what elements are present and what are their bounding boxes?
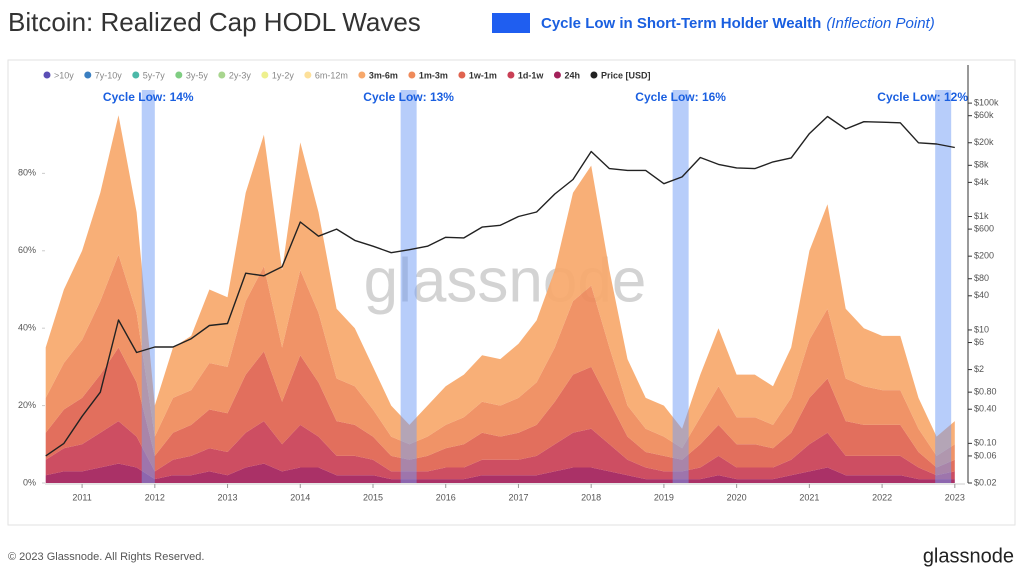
area-band	[45, 254, 955, 468]
y-tick-label: 60%	[18, 245, 36, 255]
y2-tick-label: $0.06	[974, 450, 997, 460]
y2-tick-label: $0.02	[974, 477, 997, 487]
area-band	[45, 115, 955, 456]
cycle-low-label: Cycle Low: 12%	[877, 90, 968, 104]
y2-tick-label: $80	[974, 273, 989, 283]
cycle-low-band	[935, 90, 952, 483]
area-band	[45, 421, 955, 480]
legend-marker	[84, 71, 92, 79]
y2-tick-label: $0.10	[974, 438, 997, 448]
cycle-low-band	[672, 90, 689, 483]
legend-label: 7y-10y	[95, 70, 123, 80]
y2-tick-label: $20k	[974, 137, 994, 147]
y2-tick-label: $6	[974, 337, 984, 347]
y2-tick-label: $2	[974, 364, 984, 374]
legend-label: 2y-3y	[229, 70, 252, 80]
legend-marker	[590, 71, 598, 79]
legend-label: 3y-5y	[186, 70, 209, 80]
highlight-legend-swatch	[492, 13, 530, 33]
y2-tick-label: $60k	[974, 110, 994, 120]
x-tick-label: 2011	[72, 492, 91, 502]
highlight-legend-note: (Inflection Point)	[826, 15, 934, 32]
brand-logo: glassnode	[923, 545, 1014, 567]
legend-marker	[175, 71, 183, 79]
y2-tick-label: $100k	[974, 97, 999, 107]
y2-tick-label: $40	[974, 290, 989, 300]
y2-tick-label: $0.40	[974, 404, 997, 414]
price-line	[45, 115, 955, 457]
legend-marker	[132, 71, 140, 79]
highlight-legend-label: Cycle Low in Short-Term Holder Wealth	[541, 15, 821, 32]
x-tick-label: 2016	[436, 492, 456, 502]
legend-label: 24h	[564, 70, 580, 80]
legend-label: 1d-1w	[518, 70, 545, 80]
legend-marker	[358, 71, 366, 79]
legend-label: 3m-6m	[369, 70, 398, 80]
y-tick-label: 40%	[18, 323, 36, 333]
cycle-low-band	[141, 90, 155, 483]
x-tick-label: 2014	[290, 492, 310, 502]
legend-marker	[553, 71, 561, 79]
y2-tick-label: $200	[974, 251, 994, 261]
legend-label: Price [USD]	[601, 70, 651, 80]
y-tick-label: 0%	[23, 477, 36, 487]
x-tick-label: 2013	[218, 492, 238, 502]
x-tick-label: 2018	[581, 492, 601, 502]
y2-tick-label: $1k	[974, 211, 989, 221]
x-tick-label: 2021	[799, 492, 819, 502]
area-band	[45, 347, 955, 476]
legend-label: >10y	[54, 70, 74, 80]
legend-marker	[408, 71, 416, 79]
legend-label: 1y-2y	[272, 70, 295, 80]
x-tick-label: 2017	[508, 492, 528, 502]
y-tick-label: 80%	[18, 168, 36, 178]
legend-marker	[304, 71, 312, 79]
x-tick-label: 2019	[654, 492, 674, 502]
cycle-low-label: Cycle Low: 13%	[363, 90, 454, 104]
cycle-low-band	[400, 90, 417, 483]
chart-title: Bitcoin: Realized Cap HODL Waves	[8, 7, 421, 37]
legend-marker	[43, 71, 51, 79]
y2-tick-label: $8k	[974, 160, 989, 170]
cycle-low-label: Cycle Low: 16%	[635, 90, 726, 104]
x-tick-label: 2022	[872, 492, 892, 502]
footer: © 2023 Glassnode. All Rights Reserved.	[8, 551, 204, 563]
y2-tick-label: $10	[974, 324, 989, 334]
area-band	[45, 463, 955, 483]
legend-label: 5y-7y	[143, 70, 166, 80]
x-tick-label: 2023	[945, 492, 965, 502]
legend-label: 1w-1m	[469, 70, 497, 80]
x-tick-label: 2015	[363, 492, 383, 502]
legend-marker	[218, 71, 226, 79]
y2-tick-label: $4k	[974, 177, 989, 187]
legend-marker	[507, 71, 515, 79]
x-tick-label: 2020	[727, 492, 747, 502]
cycle-low-label: Cycle Low: 14%	[103, 90, 194, 104]
y2-tick-label: $0.80	[974, 387, 997, 397]
legend-label: 6m-12m	[315, 70, 348, 80]
y-tick-label: 20%	[18, 400, 36, 410]
y2-tick-label: $600	[974, 223, 994, 233]
x-tick-label: 2012	[145, 492, 165, 502]
chart-frame	[7, 59, 1016, 526]
legend-label: 1m-3m	[419, 70, 448, 80]
legend-marker	[458, 71, 466, 79]
legend-marker	[261, 71, 269, 79]
